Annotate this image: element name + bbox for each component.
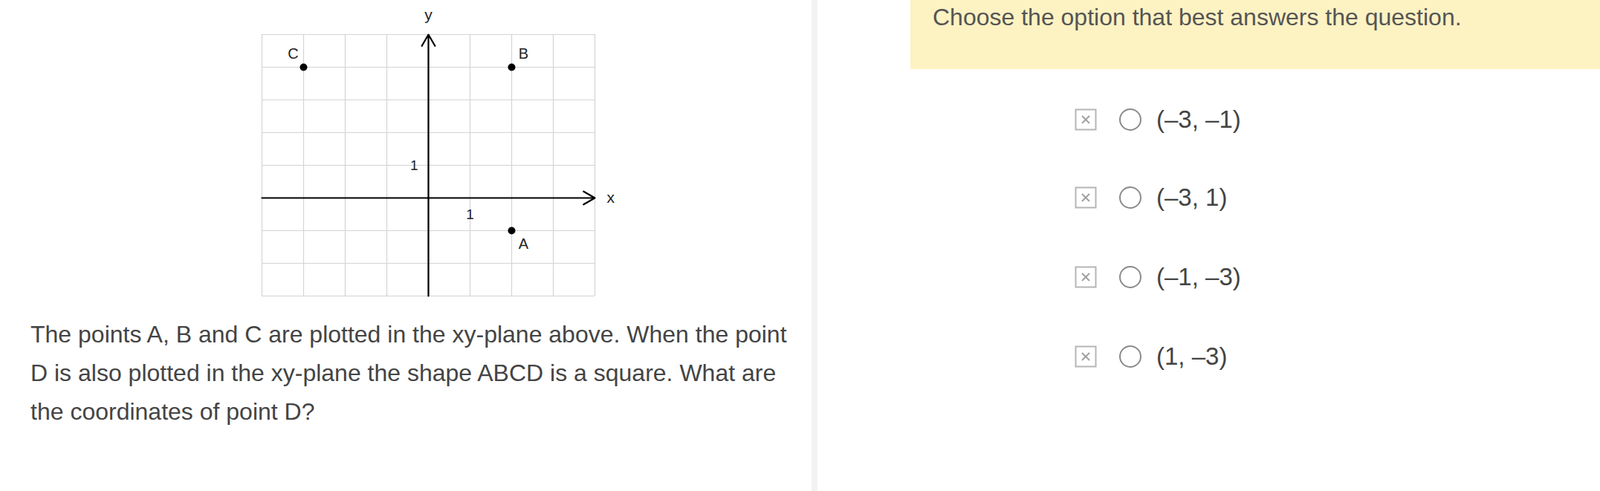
- svg-text:A: A: [518, 235, 530, 252]
- html-text:(–3, 1): (–3, 1): [1156, 183, 1228, 212]
- html-text:The points A, B and C are plot: The points A, B and C are plotted in the…: [30, 321, 787, 426]
- svg-text:C: C: [287, 45, 299, 62]
- svg-text:x: x: [607, 188, 616, 206]
- html-text:(–1, –3): (–1, –3): [1156, 263, 1241, 291]
- html-text:Choose the option that best an: Choose the option that best answers the …: [932, 3, 1462, 31]
- svg-text:1: 1: [410, 157, 419, 174]
- svg-text:y: y: [424, 5, 433, 24]
- html-text:(–3, –1): (–3, –1): [1156, 105, 1241, 134]
- html-text:(1, –3): (1, –3): [1156, 342, 1228, 371]
- svg-text:B: B: [518, 45, 529, 62]
- svg-text:1: 1: [465, 206, 475, 223]
